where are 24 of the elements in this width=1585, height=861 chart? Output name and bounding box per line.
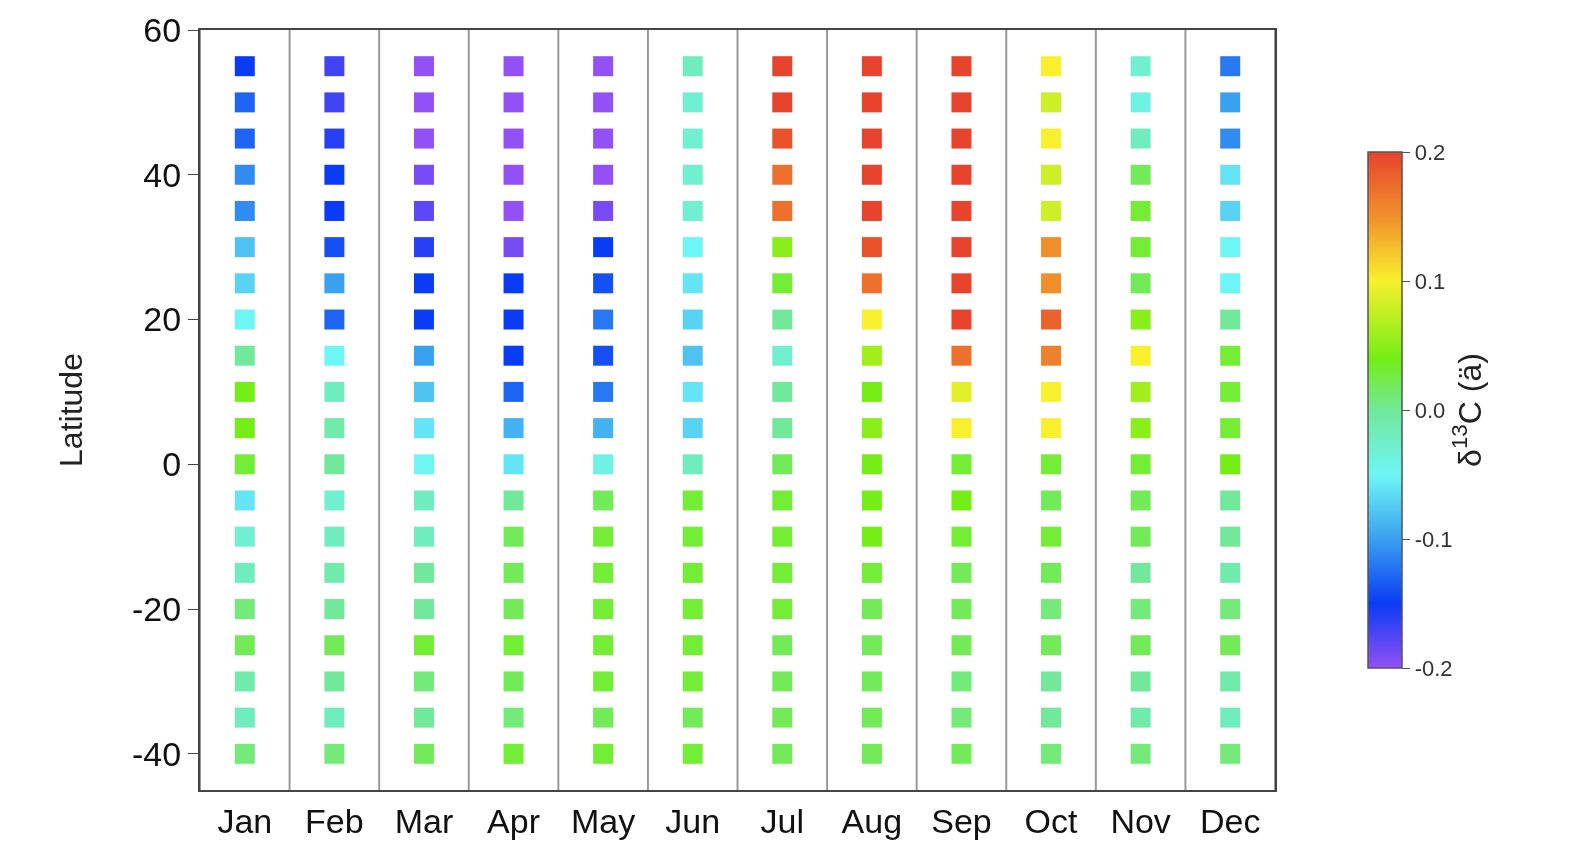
y-tick-label: 60 — [143, 10, 182, 49]
color-bar-label: 0.0 — [1414, 397, 1446, 423]
x-tick-label: Apr — [487, 801, 540, 840]
y-tick-label: -40 — [132, 734, 182, 773]
x-tick-label: Mar — [394, 801, 454, 840]
y-tick-label: -20 — [132, 589, 182, 628]
x-tick-label: Dec — [1199, 801, 1261, 840]
color-bar-label: -0.1 — [1414, 526, 1453, 552]
x-tick-label: Sep — [931, 801, 992, 840]
color-bar-label: -0.2 — [1414, 655, 1453, 681]
x-tick-label: Feb — [305, 801, 364, 840]
y-tick-label: 40 — [143, 155, 182, 194]
x-tick-label: Aug — [841, 801, 903, 840]
color-bar-label: 0.1 — [1414, 268, 1446, 294]
x-tick-label: Jul — [760, 801, 805, 840]
x-tick-label: Jan — [217, 801, 273, 840]
y-tick-label: 0 — [162, 445, 182, 484]
x-tick-label: Nov — [1110, 801, 1171, 840]
x-tick-label: Oct — [1024, 801, 1079, 840]
y-tick-label: 20 — [143, 300, 182, 339]
y-axis-title: Latitude — [52, 353, 89, 467]
x-tick-label: May — [571, 801, 636, 840]
color-bar-label: 0.2 — [1414, 139, 1446, 165]
x-tick-label: Jun — [665, 801, 721, 840]
